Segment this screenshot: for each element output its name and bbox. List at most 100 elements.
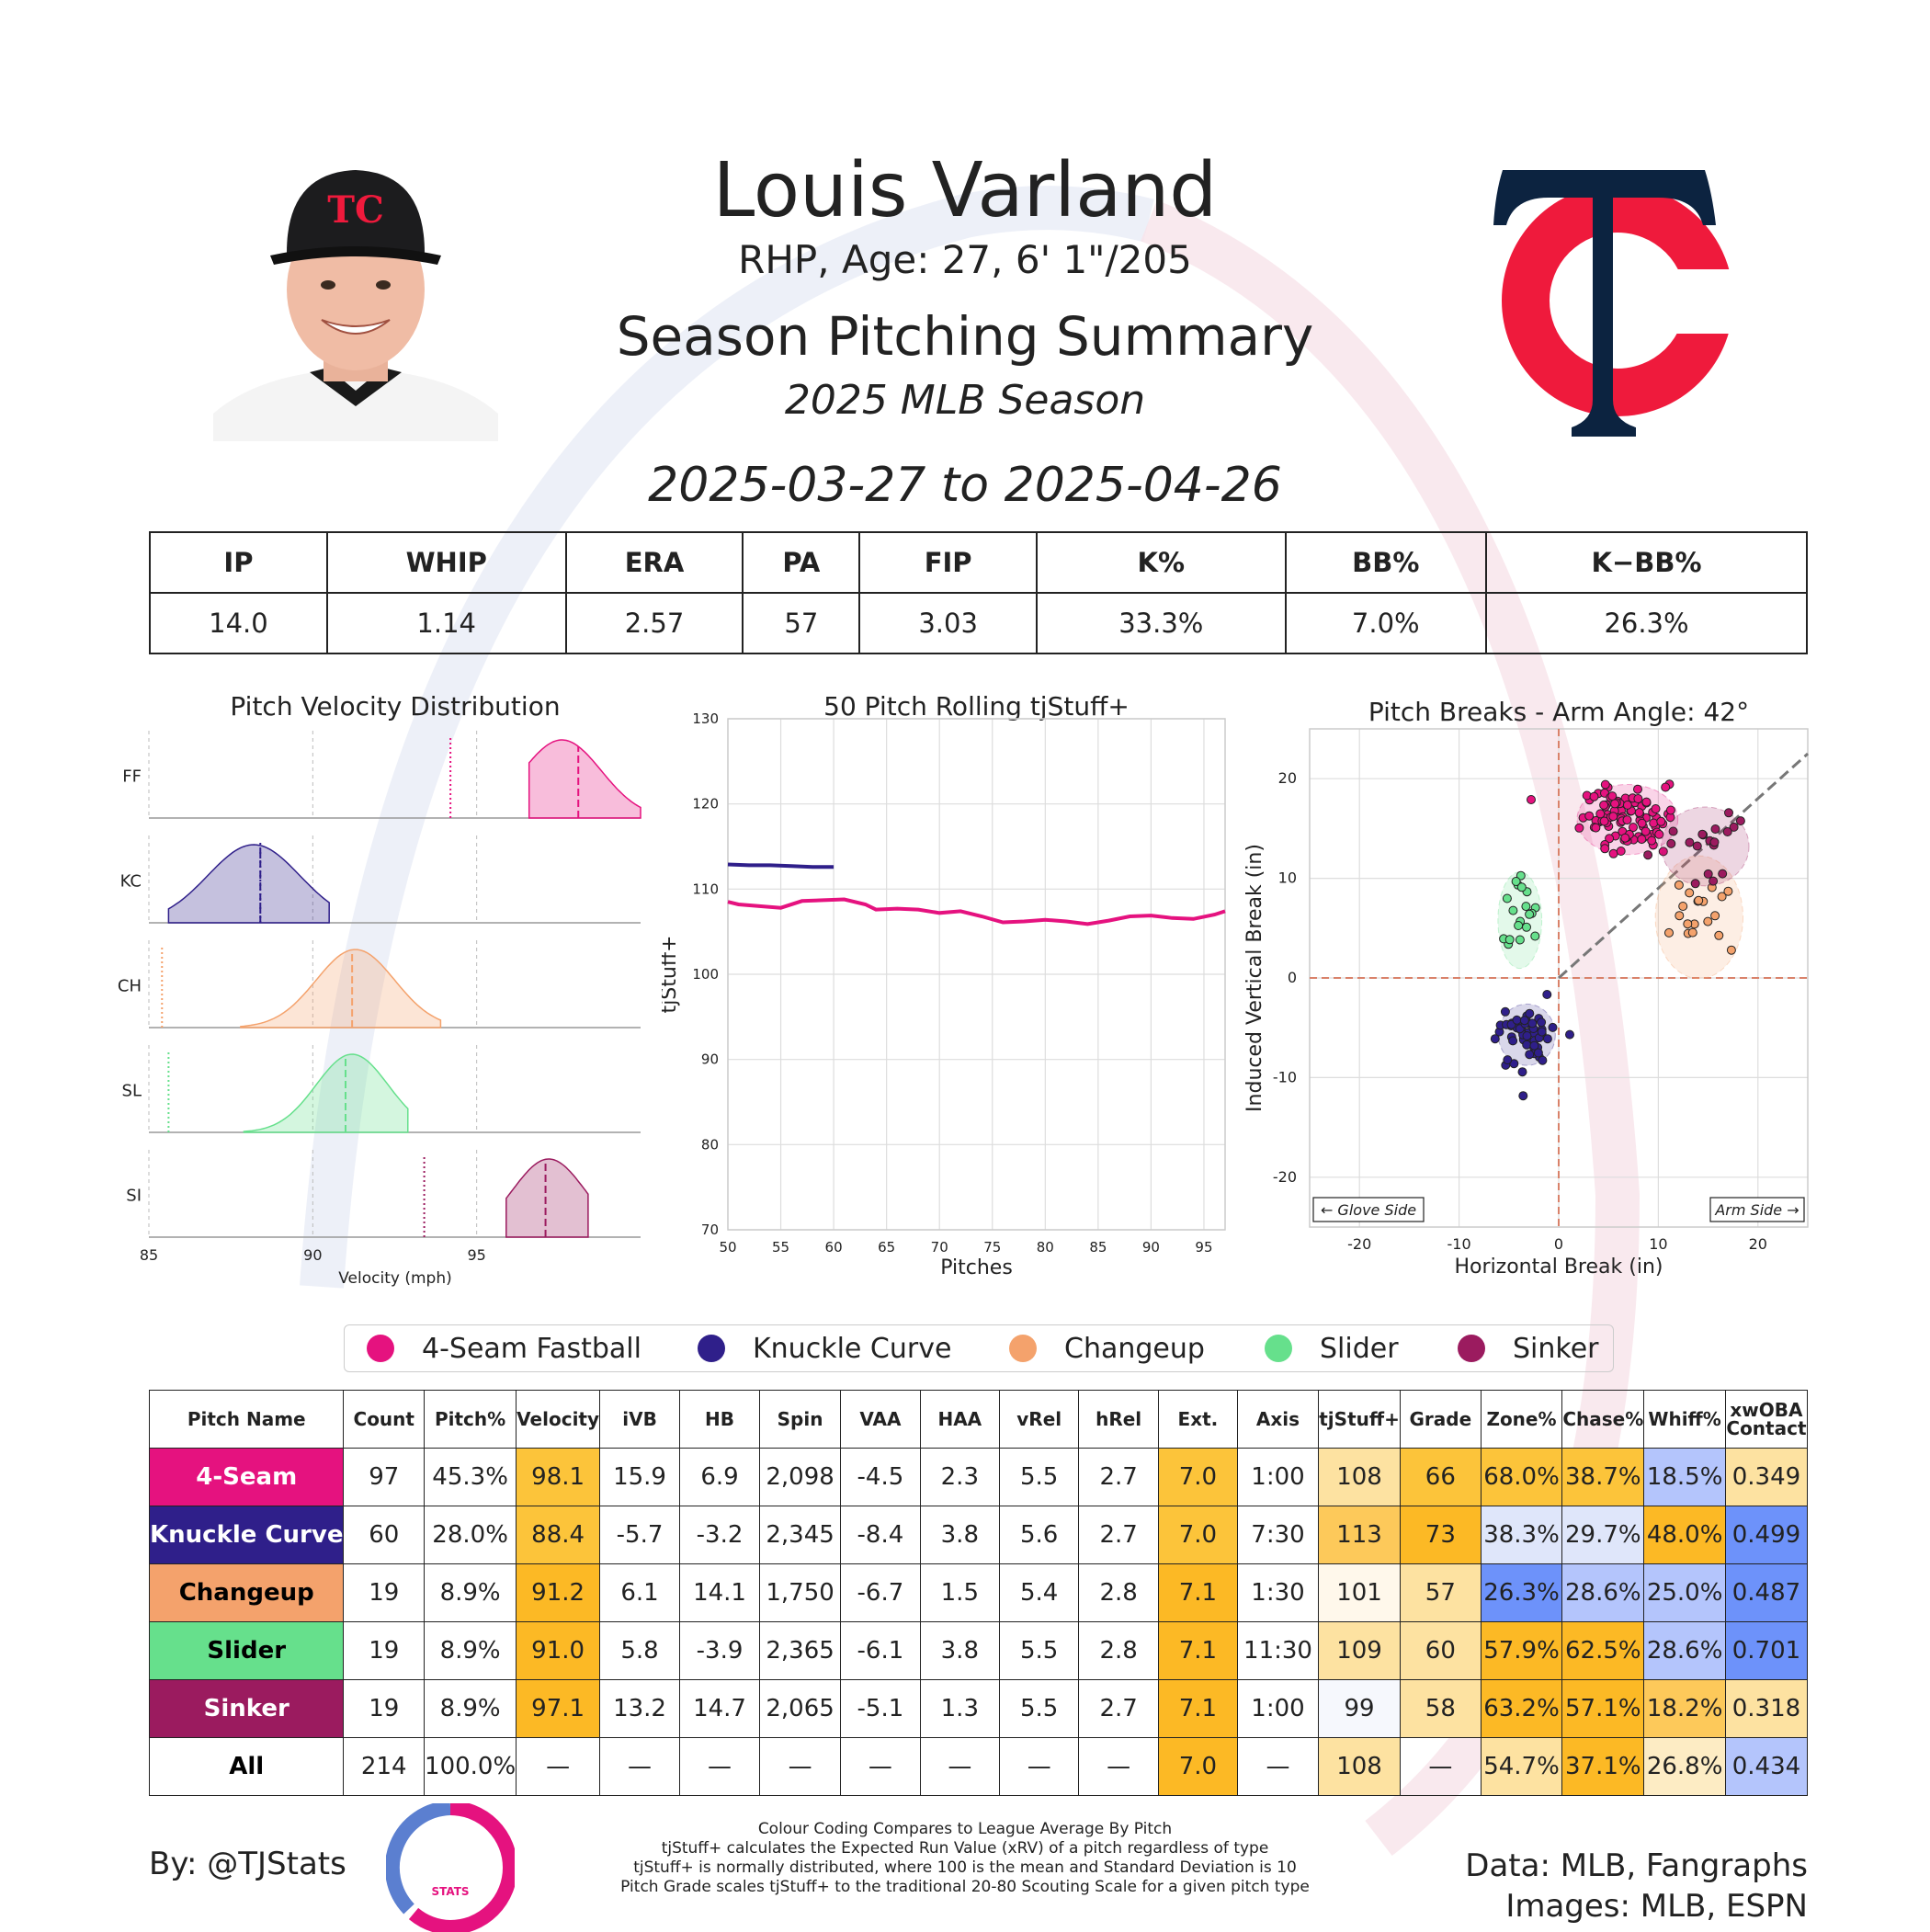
table-cell: 15.9 <box>599 1448 681 1506</box>
pitch-metrics-table: Pitch Name Count Pitch% Velocity iVB HB Spin VA… <box>148 1390 1809 1796</box>
pitch-point <box>1710 824 1720 834</box>
table-cell: 7.0 <box>1157 1506 1238 1564</box>
pitch-point <box>1519 1016 1529 1026</box>
pitch-point <box>1685 888 1695 898</box>
x-tick-label: 60 <box>825 1239 843 1256</box>
pitch-point <box>1537 1017 1547 1028</box>
plot-frame <box>727 718 1226 1231</box>
table-cell: -6.7 <box>840 1563 921 1622</box>
table-cell: 2.8 <box>1078 1621 1159 1680</box>
legend-label: Sinker <box>1513 1332 1599 1365</box>
pitch-table-header: xwOBA Contact <box>1724 1390 1809 1449</box>
table-cell: 88.4 <box>516 1506 601 1564</box>
summary-title: Season Pitching Summary <box>616 305 1314 368</box>
pitch-point <box>1508 905 1518 915</box>
pitch-point <box>1620 833 1630 843</box>
x-tick-label: 75 <box>983 1239 1001 1256</box>
stat-header: PA <box>742 531 861 594</box>
density-area <box>505 1158 589 1238</box>
table-cell: 2,365 <box>759 1621 842 1680</box>
table-cell: 101 <box>1318 1563 1402 1622</box>
y-tick-label: 110 <box>692 881 719 897</box>
svg-text:TC: TC <box>327 188 384 232</box>
table-cell: — <box>919 1737 1000 1796</box>
table-cell: 5.6 <box>998 1506 1080 1564</box>
x-tick-label: 20 <box>1749 1235 1767 1253</box>
table-cell: 1:00 <box>1236 1679 1320 1738</box>
table-cell: 1:30 <box>1236 1563 1320 1622</box>
pitch-point <box>1723 886 1733 896</box>
stat-header: FIP <box>858 531 1039 594</box>
x-tick-label: 85 <box>140 1246 158 1264</box>
table-cell: 58 <box>1400 1679 1482 1738</box>
chart-title: Pitch Velocity Distribution <box>230 691 560 722</box>
velocity-distribution-chart: Pitch Velocity Distribution FF KC CH SL SI 85 9… <box>118 691 641 1287</box>
pitch-table-header: Grade <box>1400 1390 1482 1449</box>
pitch-table-header: HAA <box>919 1390 1000 1449</box>
image-source-label: Images: MLB, ESPN <box>1505 1888 1808 1925</box>
pitch-table-header: Zone% <box>1480 1390 1563 1449</box>
table-cell: 3.8 <box>919 1506 1000 1564</box>
legend-label: 4-Seam Fastball <box>422 1332 641 1365</box>
table-cell: 214 <box>343 1737 426 1796</box>
pitch-point <box>1565 1029 1574 1040</box>
row-label: CH <box>118 977 142 996</box>
table-cell: 91.0 <box>516 1621 601 1680</box>
pitch-point <box>1525 1050 1535 1060</box>
footer-note: tjStuff+ is normally distributed, where … <box>633 1858 1297 1877</box>
pitch-table-header: Whiff% <box>1643 1390 1726 1449</box>
pitch-name-cell: Changeup <box>148 1563 345 1622</box>
stat-value: 2.57 <box>564 592 744 654</box>
x-tick-label: -10 <box>1448 1235 1471 1253</box>
pitch-point <box>1589 791 1599 801</box>
pitch-point <box>1633 794 1643 803</box>
pitch-point <box>1668 826 1678 836</box>
legend-label: Knuckle Curve <box>753 1332 952 1365</box>
x-tick-label: 85 <box>1089 1239 1107 1256</box>
y-tick-label: -10 <box>1273 1068 1297 1085</box>
table-cell: 91.2 <box>516 1563 601 1622</box>
density-area <box>528 739 641 819</box>
x-axis-label: Horizontal Break (in) <box>1455 1256 1663 1279</box>
velocity-row-si: SI <box>126 1150 641 1238</box>
pitch-point <box>1548 1022 1558 1032</box>
footer-note: Pitch Grade scales tjStuff+ to the tradi… <box>620 1878 1310 1896</box>
legend-dot <box>1458 1335 1485 1362</box>
y-tick-label: -20 <box>1273 1168 1297 1186</box>
pitch-point <box>1637 818 1647 828</box>
pitch-point <box>1605 834 1615 844</box>
pitch-point <box>1521 902 1531 912</box>
stat-value: 57 <box>742 592 861 654</box>
density-area <box>240 949 442 1029</box>
table-cell: 19 <box>343 1621 426 1680</box>
pitch-point <box>1664 927 1674 938</box>
table-cell: 6.1 <box>599 1563 681 1622</box>
pitch-point <box>1661 782 1671 792</box>
table-cell: 7.0 <box>1157 1448 1238 1506</box>
table-cell: 8.9% <box>424 1621 517 1680</box>
pitch-point <box>1518 1091 1528 1101</box>
pitch-point <box>1694 895 1704 905</box>
table-cell: 97.1 <box>516 1679 601 1738</box>
table-cell: — <box>998 1737 1080 1796</box>
pitch-point <box>1658 847 1668 857</box>
table-cell: 60 <box>1400 1621 1482 1680</box>
table-cell: 68.0% <box>1480 1448 1563 1506</box>
pitch-point <box>1726 945 1736 955</box>
pitch-name-cell: Slider <box>148 1621 345 1680</box>
pitch-point <box>1600 779 1610 790</box>
footer-note: Colour Coding Compares to League Average… <box>757 1820 1173 1838</box>
pitch-point <box>1687 927 1697 938</box>
arm-side-label: Arm Side → <box>1714 1201 1799 1219</box>
pitch-name-cell: Knuckle Curve <box>148 1506 345 1564</box>
table-cell: — <box>759 1737 842 1796</box>
arm-side-box <box>1709 1197 1805 1222</box>
pitch-point <box>1530 931 1540 941</box>
velocity-row-sl: SL <box>122 1045 641 1133</box>
pitch-name-cell: Sinker <box>148 1679 345 1738</box>
table-cell: 113 <box>1318 1506 1402 1564</box>
table-cell: -5.7 <box>599 1506 681 1564</box>
table-cell: 5.5 <box>998 1448 1080 1506</box>
table-cell: 73 <box>1400 1506 1482 1564</box>
pitch-point <box>1610 799 1620 809</box>
